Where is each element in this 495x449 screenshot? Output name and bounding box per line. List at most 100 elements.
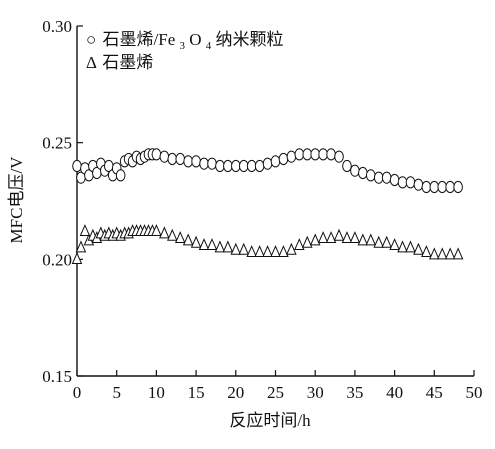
x-axis-title: 反应时间/h: [229, 411, 311, 430]
data-point-circle: [373, 171, 384, 184]
data-point-circle: [115, 169, 126, 182]
data-point-triangle: [79, 224, 91, 237]
data-point-circle: [72, 159, 82, 173]
data-point-circle: [358, 166, 368, 180]
data-point-triangle: [174, 231, 186, 244]
data-point-triangle: [325, 231, 337, 244]
data-point-triangle: [198, 238, 210, 251]
legend-label-1-main: 石墨烯/Fe: [103, 30, 176, 49]
legend-label-1-tail: 纳米颗粒: [216, 30, 284, 49]
series-2: [71, 224, 464, 265]
data-point-triangle: [317, 231, 329, 244]
data-point-circle: [318, 148, 328, 161]
y-tick-label: 0.15: [42, 367, 72, 386]
data-point-triangle: [182, 233, 194, 246]
data-point-triangle: [222, 240, 234, 253]
data-point-triangle: [254, 245, 265, 258]
y-tick-label: 0.25: [42, 134, 72, 153]
legend-label-1-sub2: 4: [206, 40, 212, 52]
series-1: [72, 148, 463, 194]
x-tick-label: 15: [188, 383, 205, 402]
data-point-triangle: [365, 233, 377, 246]
data-point-triangle: [333, 228, 345, 241]
data-point-triangle: [278, 245, 289, 258]
data-point-circle: [437, 180, 448, 194]
legend-triangle-symbol: Δ: [86, 53, 97, 72]
data-point-circle: [183, 155, 193, 168]
data-point-triangle: [397, 240, 408, 253]
data-point-circle: [365, 169, 376, 182]
data-point-circle: [334, 150, 344, 163]
data-point-circle: [397, 176, 408, 189]
x-tick-label: 10: [148, 383, 165, 402]
data-point-circle: [350, 164, 360, 177]
data-point-triangle: [270, 245, 281, 258]
data-point-triangle: [357, 233, 369, 246]
y-ticks: 0.15 0.20 0.25 0.30: [42, 17, 83, 386]
data-point-circle: [421, 180, 432, 194]
data-point-triangle: [246, 245, 257, 258]
data-point-triangle: [294, 238, 305, 251]
data-point-triangle: [190, 235, 202, 248]
data-point-circle: [445, 180, 455, 194]
data-point-circle: [246, 159, 257, 173]
data-point-circle: [389, 173, 400, 187]
data-point-circle: [278, 152, 289, 166]
x-tick-label: 50: [466, 383, 483, 402]
data-point-circle: [270, 155, 281, 168]
axes: [76, 26, 474, 377]
data-point-triangle: [206, 238, 218, 251]
data-point-circle: [151, 148, 162, 161]
y-axis-title: MFC电压/V: [7, 156, 26, 244]
data-point-triangle: [167, 228, 178, 241]
y-tick-label: 0.20: [42, 250, 72, 269]
data-point-circle: [405, 176, 416, 189]
data-point-circle: [342, 159, 352, 173]
series-layer: [71, 148, 464, 265]
data-point-triangle: [262, 245, 273, 258]
data-point-triangle: [452, 247, 464, 260]
data-point-circle: [231, 159, 241, 173]
data-point-triangle: [349, 231, 361, 244]
data-point-circle: [191, 155, 201, 168]
data-point-triangle: [421, 245, 432, 258]
data-point-triangle: [413, 242, 424, 255]
data-point-circle: [286, 150, 297, 163]
data-point-circle: [199, 157, 209, 170]
data-point-triangle: [381, 235, 392, 248]
x-tick-label: 0: [73, 383, 82, 402]
x-tick-label: 40: [386, 383, 403, 402]
legend-item-2: Δ 石墨烯: [86, 53, 153, 72]
data-point-circle: [262, 157, 273, 170]
data-point-circle: [175, 152, 186, 166]
data-point-triangle: [389, 238, 400, 251]
x-tick-label: 25: [267, 383, 284, 402]
data-point-circle: [326, 148, 336, 161]
data-point-circle: [254, 159, 265, 173]
data-point-circle: [167, 152, 178, 166]
data-point-triangle: [405, 240, 416, 253]
x-tick-label: 35: [346, 383, 363, 402]
data-point-circle: [238, 159, 249, 173]
data-point-circle: [223, 159, 233, 173]
data-point-triangle: [286, 242, 297, 255]
data-point-circle: [207, 157, 217, 170]
y-tick-label: 0.30: [42, 17, 72, 36]
legend-label-1-sub1: 3: [180, 40, 186, 52]
data-point-circle: [381, 171, 392, 184]
legend: ○ 石墨烯/Fe 3 O 4 纳米颗粒 Δ 石墨烯: [86, 30, 284, 72]
data-point-triangle: [341, 231, 353, 244]
x-tick-label: 45: [426, 383, 443, 402]
data-point-triangle: [238, 242, 250, 255]
data-point-triangle: [436, 247, 448, 260]
data-point-triangle: [71, 252, 83, 265]
data-point-triangle: [214, 240, 226, 253]
x-tick-label: 20: [227, 383, 244, 402]
data-point-circle: [294, 148, 305, 161]
data-point-triangle: [230, 242, 242, 255]
data-point-triangle: [301, 235, 313, 248]
data-point-circle: [453, 180, 463, 194]
data-point-circle: [413, 178, 424, 191]
data-point-triangle: [75, 240, 87, 253]
data-point-triangle: [159, 226, 170, 239]
